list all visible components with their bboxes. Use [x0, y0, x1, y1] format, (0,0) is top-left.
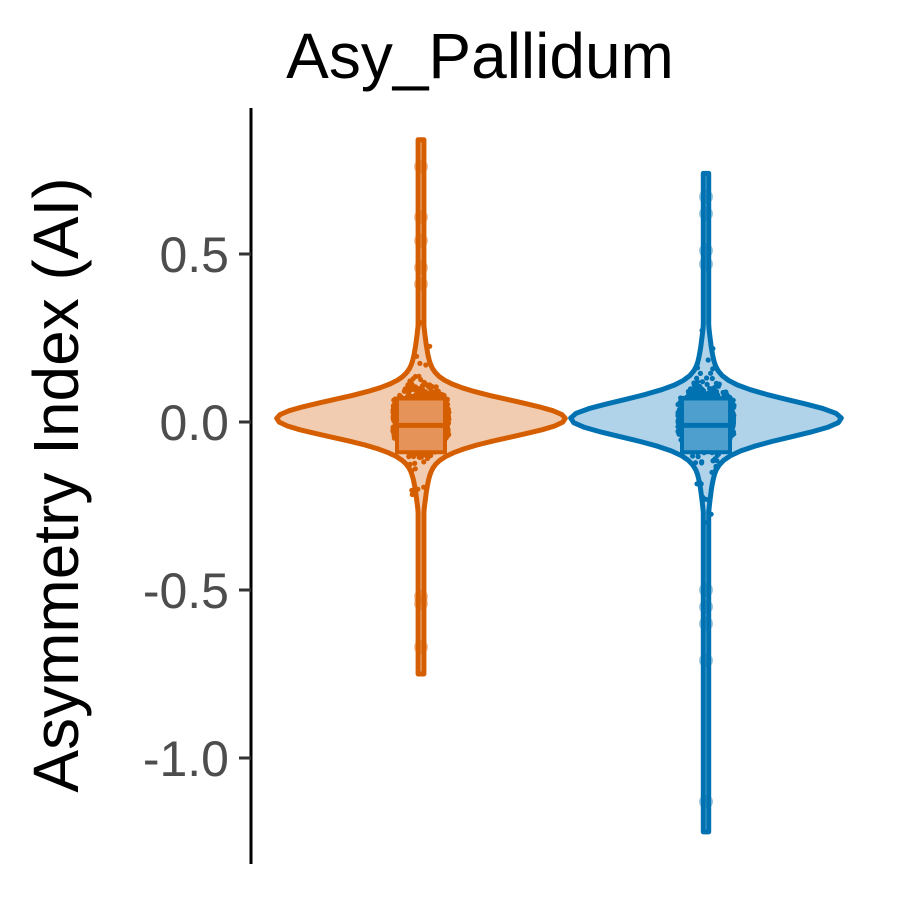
data-point [694, 375, 700, 381]
y-tick-label: 0.0 [159, 395, 229, 451]
data-point [694, 361, 701, 367]
data-point [421, 484, 427, 490]
data-point [690, 453, 696, 459]
data-point [432, 390, 438, 396]
data-point [416, 319, 422, 325]
data-point [712, 391, 718, 397]
violin-shape [568, 170, 844, 835]
data-point [710, 366, 716, 372]
outlier-point [414, 159, 428, 174]
data-point [423, 362, 429, 368]
outlier-point [699, 583, 713, 597]
data-point [705, 357, 711, 363]
y-axis-label: Asymmetry Index (AI) [20, 177, 92, 792]
data-point [675, 409, 681, 416]
y-tick-label: 0.5 [159, 227, 229, 283]
outlier-point [414, 596, 428, 611]
data-point [428, 385, 434, 391]
data-point [716, 381, 722, 387]
data-point [708, 511, 714, 517]
data-point [427, 343, 433, 349]
data-point [390, 414, 396, 420]
data-point [698, 481, 704, 487]
data-point [408, 385, 414, 392]
data-point [423, 389, 429, 395]
data-point [407, 378, 413, 384]
data-point [698, 385, 704, 391]
data-point [704, 381, 710, 387]
data-point [695, 454, 701, 460]
data-point [445, 406, 451, 412]
outlier-point [699, 189, 713, 204]
outlier-point [414, 589, 428, 604]
violin-groups [274, 137, 844, 835]
data-point [694, 365, 701, 371]
data-point [713, 466, 719, 472]
chart-title: Asy_Pallidum [286, 20, 674, 92]
y-tick-label: -0.5 [143, 563, 229, 619]
outlier-point [414, 210, 428, 225]
data-point [699, 459, 705, 465]
data-point [709, 375, 715, 382]
data-point [694, 481, 700, 487]
data-point [730, 429, 737, 435]
data-point [421, 459, 427, 465]
data-point [704, 375, 710, 381]
outlier-point [699, 599, 713, 614]
data-point [691, 382, 697, 388]
data-point [697, 370, 704, 376]
outlier-point [414, 233, 428, 248]
data-point [419, 383, 425, 389]
data-point [409, 468, 415, 474]
outlier-point [699, 243, 713, 258]
y-tick-label: -1.0 [143, 731, 229, 787]
data-point [708, 370, 714, 376]
data-point [390, 427, 396, 433]
data-point [702, 519, 708, 526]
data-point [697, 390, 704, 396]
data-point [409, 491, 415, 498]
y-axis-ticks: 0.5 0.0 -0.5 -1.0 [143, 227, 251, 787]
data-point [407, 461, 413, 467]
outlier-point [699, 257, 713, 272]
data-point [675, 417, 682, 423]
data-point [412, 460, 418, 466]
outlier-point [699, 794, 713, 809]
data-point [675, 401, 681, 407]
data-point [699, 327, 705, 334]
data-point [427, 391, 433, 397]
outlier-point [414, 277, 428, 292]
data-point [406, 454, 412, 460]
data-point [699, 379, 706, 385]
data-point [689, 392, 695, 398]
outlier-point [699, 616, 713, 631]
violin-group-1 [274, 137, 568, 677]
data-point [710, 346, 716, 352]
outlier-point [699, 206, 713, 221]
data-point [709, 469, 715, 475]
data-point [417, 360, 423, 366]
outlier-point [414, 260, 428, 275]
data-point [412, 384, 418, 390]
data-point [700, 494, 706, 500]
outlier-point [699, 653, 713, 668]
violin-group-2 [568, 170, 844, 835]
data-point [711, 385, 718, 391]
data-point [433, 384, 439, 390]
data-point [413, 392, 419, 398]
data-point [723, 389, 729, 395]
data-point [414, 353, 420, 359]
data-point [711, 457, 717, 463]
data-point [692, 460, 699, 466]
outlier-point [414, 640, 428, 655]
data-point [410, 453, 417, 460]
data-point [403, 386, 409, 392]
data-point [730, 420, 737, 427]
data-point [416, 373, 422, 379]
